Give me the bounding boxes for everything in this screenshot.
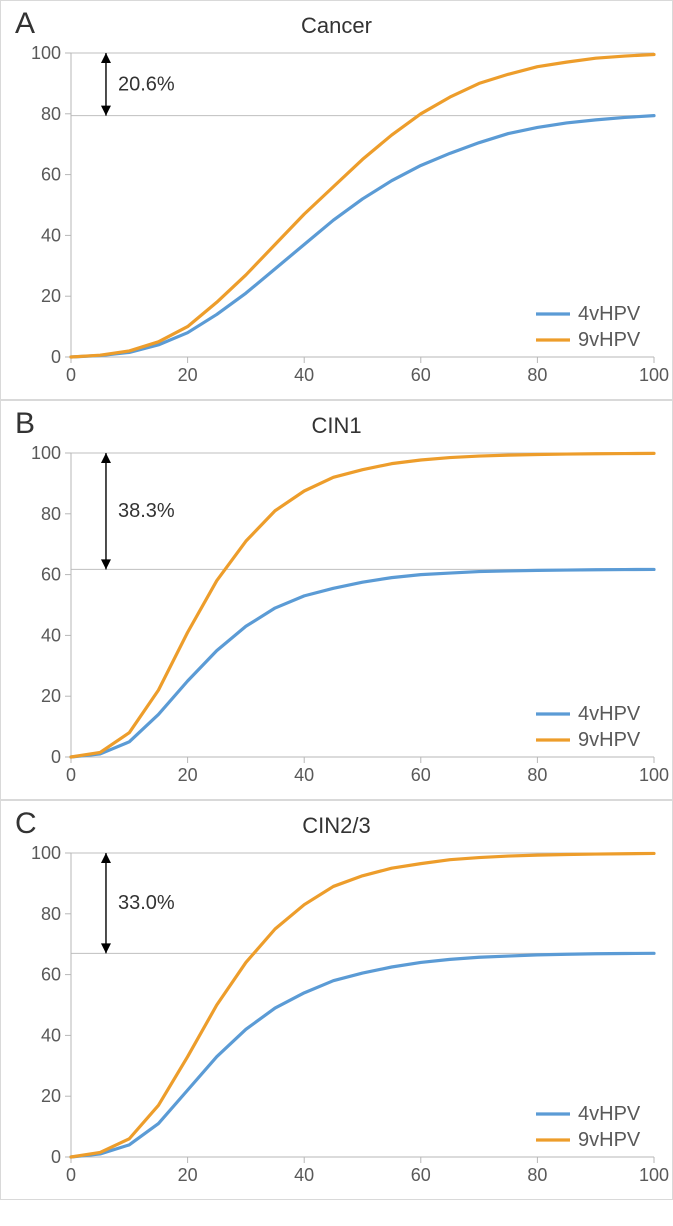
chart-svg: 0 20 40 60 80 100 0 20 40 60 80 100 38.3% 4vHPV 9vHPV: [1, 401, 673, 801]
x-tick-label: 100: [639, 765, 669, 785]
x-tick-label: 40: [294, 1165, 314, 1185]
y-tick-label: 100: [31, 843, 61, 863]
chart-svg: 0 20 40 60 80 100 0 20 40 60 80 100 33.0% 4vHPV 9vHPV: [1, 801, 673, 1201]
y-tick-label: 80: [41, 504, 61, 524]
x-tick-label: 40: [294, 365, 314, 385]
x-tick-label: 80: [527, 365, 547, 385]
x-tick-label: 100: [639, 365, 669, 385]
x-tick-label: 0: [66, 1165, 76, 1185]
y-tick-label: 0: [51, 1147, 61, 1167]
x-tick-label: 0: [66, 765, 76, 785]
y-tick-label: 20: [41, 686, 61, 706]
x-tick-label: 60: [411, 365, 431, 385]
x-tick-label: 80: [527, 765, 547, 785]
x-tick-label: 40: [294, 765, 314, 785]
legend-label: 9vHPV: [578, 729, 641, 751]
y-tick-label: 80: [41, 104, 61, 124]
chart-panel: CCIN2/302040608010002040608010033.0%4vHP…: [0, 800, 673, 1200]
legend-label: 4vHPV: [578, 1103, 641, 1125]
series-line-4vhpv: [71, 569, 654, 757]
legend-label: 9vHPV: [578, 1129, 641, 1151]
delta-label: 20.6%: [118, 73, 175, 95]
chart-panel: BCIN102040608010002040608010038.3%4vHPV9…: [0, 400, 673, 800]
series-line-4vhpv: [71, 953, 654, 1157]
chart-svg: 0 20 40 60 80 100 0 20 40 60 80 100 20.6% 4vHPV 9vHPV: [1, 1, 673, 401]
x-tick-label: 80: [527, 1165, 547, 1185]
series-line-4vhpv: [71, 116, 654, 357]
y-tick-label: 20: [41, 286, 61, 306]
legend-label: 4vHPV: [578, 303, 641, 325]
legend-label: 4vHPV: [578, 703, 641, 725]
x-tick-label: 60: [411, 1165, 431, 1185]
series-line-9vhpv: [71, 55, 654, 357]
y-tick-label: 60: [41, 965, 61, 985]
x-tick-label: 60: [411, 765, 431, 785]
delta-label: 38.3%: [118, 500, 175, 522]
y-tick-label: 40: [41, 1025, 61, 1045]
y-tick-label: 60: [41, 565, 61, 585]
series-line-9vhpv: [71, 453, 654, 757]
y-tick-label: 40: [41, 625, 61, 645]
y-tick-label: 0: [51, 347, 61, 367]
y-tick-label: 0: [51, 747, 61, 767]
x-tick-label: 20: [178, 365, 198, 385]
x-tick-label: 20: [178, 765, 198, 785]
y-tick-label: 60: [41, 165, 61, 185]
legend-label: 9vHPV: [578, 329, 641, 351]
y-tick-label: 20: [41, 1086, 61, 1106]
figure-column: ACancer02040608010002040608010020.6%4vHP…: [0, 0, 673, 1200]
x-tick-label: 0: [66, 365, 76, 385]
delta-label: 33.0%: [118, 892, 175, 914]
y-tick-label: 100: [31, 443, 61, 463]
chart-panel: ACancer02040608010002040608010020.6%4vHP…: [0, 0, 673, 400]
x-tick-label: 20: [178, 1165, 198, 1185]
y-tick-label: 40: [41, 225, 61, 245]
y-tick-label: 100: [31, 43, 61, 63]
x-tick-label: 100: [639, 1165, 669, 1185]
y-tick-label: 80: [41, 904, 61, 924]
